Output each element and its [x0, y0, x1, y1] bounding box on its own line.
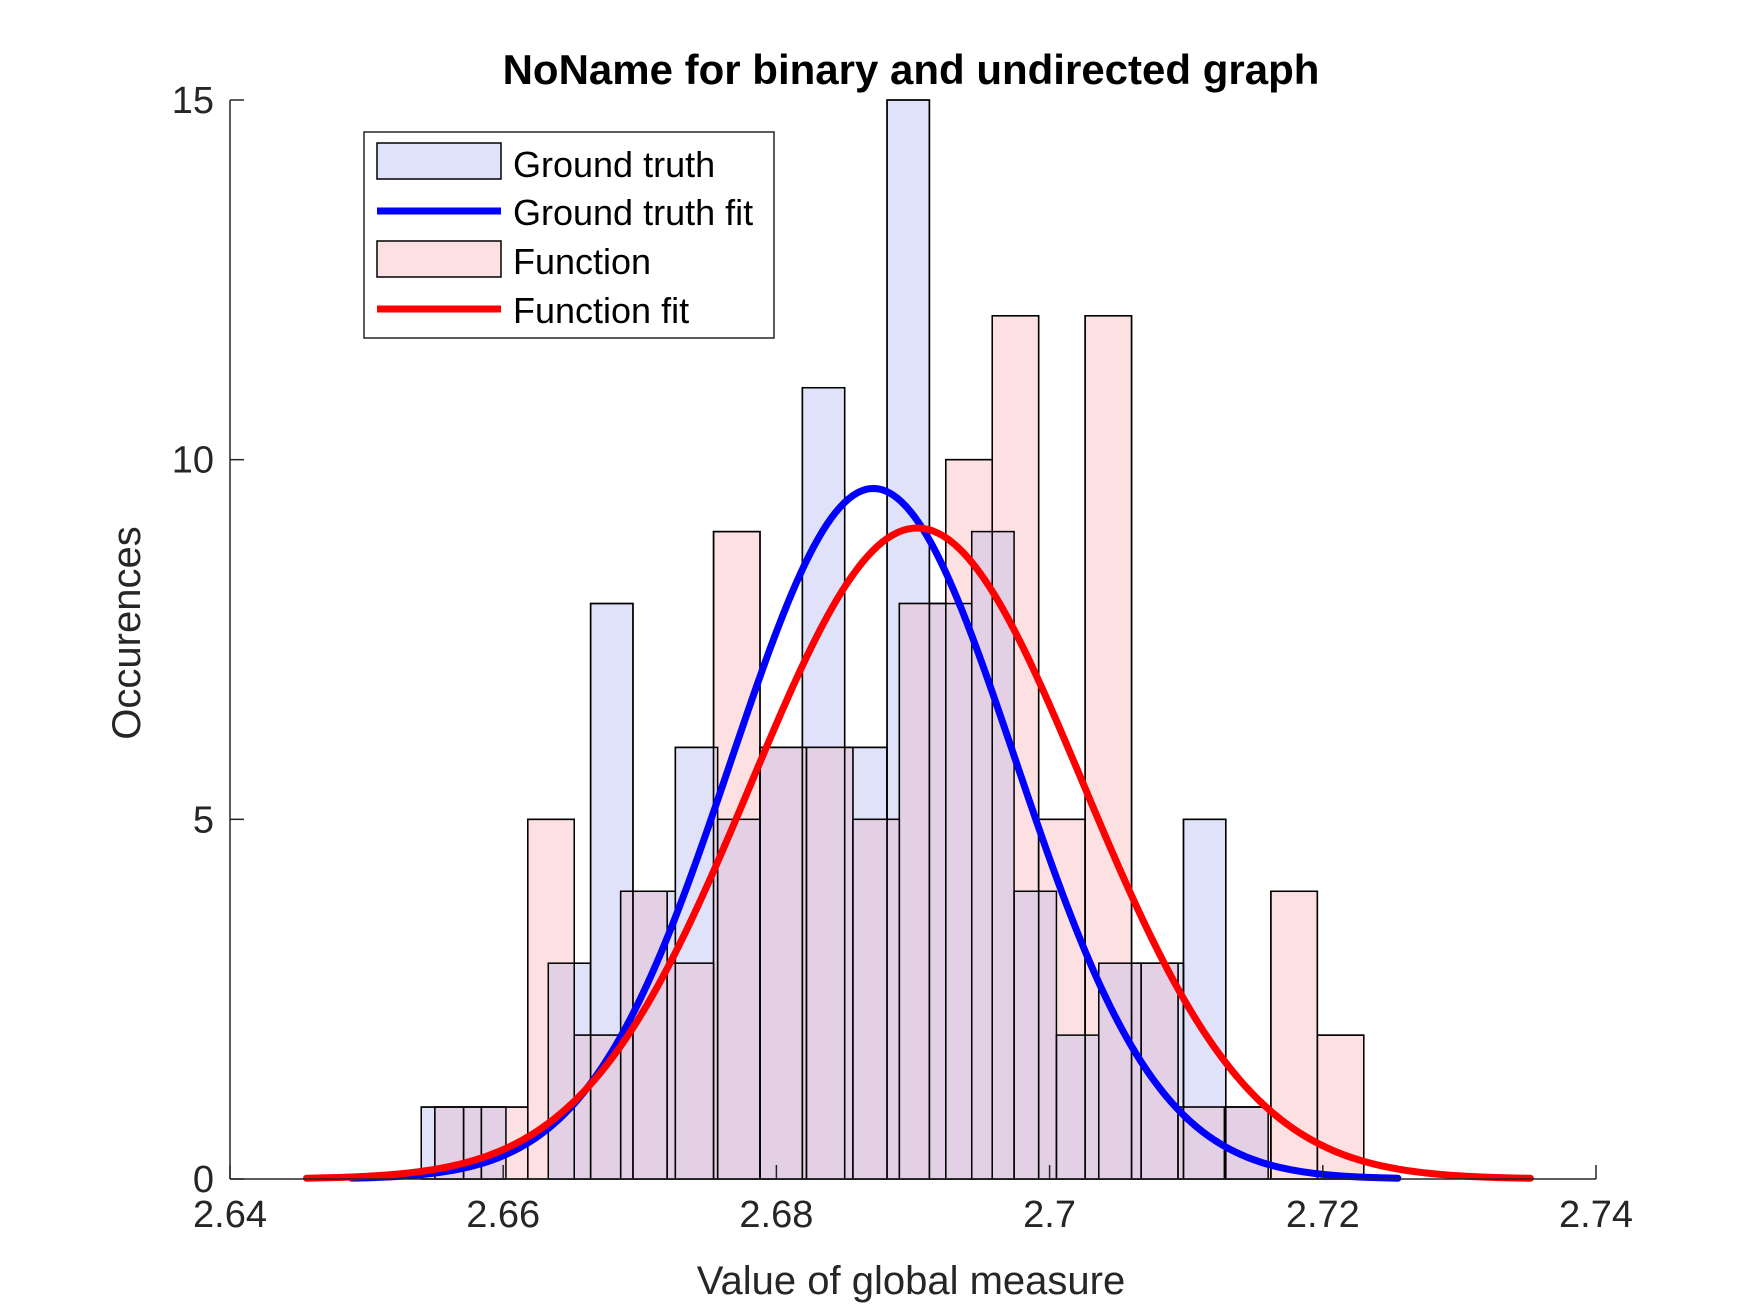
overlap-region	[760, 747, 803, 1179]
overlap-region	[713, 747, 718, 1179]
legend: Ground truth Ground truth fit Function F…	[363, 131, 775, 339]
histogram-bars	[420, 99, 1365, 1180]
overlap-region	[945, 603, 972, 1179]
overlap-region	[806, 747, 845, 1179]
legend-label-ground-truth-fit: Ground truth fit	[513, 192, 753, 233]
overlap-region	[574, 1035, 591, 1179]
overlap-region	[802, 747, 807, 1179]
overlap-region	[844, 747, 853, 1179]
overlap-region	[971, 531, 993, 1179]
overlap-region	[992, 531, 1015, 1179]
ground-truth-fit-line	[348, 484, 1402, 1182]
y-tick-label: 0	[193, 1159, 214, 1201]
overlap-region	[632, 891, 668, 1179]
y-tick-label: 15	[172, 80, 214, 122]
y-tick-label: 5	[193, 799, 214, 841]
chart-title: NoName for binary and undirected graph	[503, 46, 1320, 93]
overlap-region	[1085, 1035, 1099, 1179]
overlap-region	[852, 819, 888, 1179]
x-tick-label: 2.7	[1023, 1194, 1076, 1236]
x-tick-label: 2.72	[1286, 1194, 1360, 1236]
fit-curves	[303, 484, 1534, 1182]
y-axis-label: Occurences	[105, 526, 149, 739]
overlap-region	[929, 603, 946, 1179]
overlap-region	[548, 963, 575, 1179]
x-tick-label: 2.66	[466, 1194, 540, 1236]
x-axis-label: Value of global measure	[697, 1259, 1125, 1303]
function-fit-line	[303, 524, 1534, 1182]
overlap-region	[675, 963, 714, 1179]
overlap-region	[887, 819, 900, 1179]
overlap-region	[899, 603, 930, 1179]
overlap-region	[1131, 963, 1142, 1179]
overlap-region	[1038, 891, 1057, 1179]
axes: 2.64 2.66 2.68 2.7 2.72 2.74 0 5 10 15	[172, 80, 1633, 1236]
x-tick-label: 2.64	[193, 1194, 267, 1236]
overlap-region	[1225, 1107, 1269, 1179]
overlap-region	[667, 963, 676, 1179]
overlap-region	[1178, 1107, 1184, 1179]
x-tick-label: 2.74	[1559, 1194, 1633, 1236]
x-tick-label: 2.68	[739, 1194, 813, 1236]
y-tick-label: 10	[172, 440, 214, 482]
overlap-region	[1014, 891, 1039, 1179]
overlap-region	[717, 819, 761, 1179]
legend-label-function-fit: Function fit	[513, 290, 689, 331]
overlap-region	[481, 1107, 506, 1179]
legend-label-ground-truth: Ground truth	[513, 144, 715, 185]
overlap-region	[1056, 1035, 1086, 1179]
legend-swatch-ground-truth	[376, 142, 502, 180]
legend-label-function: Function	[513, 241, 651, 282]
legend-swatch-function	[376, 240, 502, 278]
